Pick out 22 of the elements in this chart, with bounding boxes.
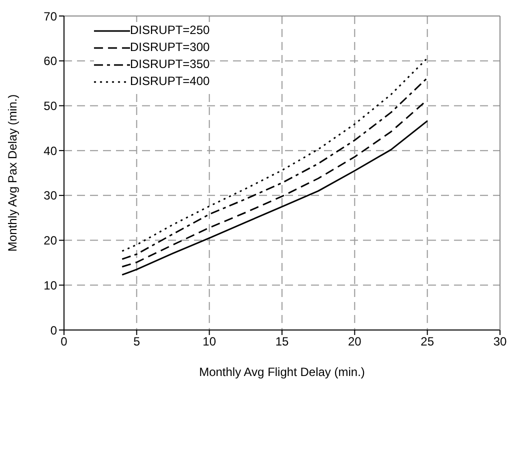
x-tick-label: 20 bbox=[348, 334, 362, 349]
y-tick-label: 50 bbox=[44, 98, 58, 113]
y-tick-label: 20 bbox=[44, 234, 58, 248]
legend-label: DISRUPT=250 bbox=[130, 22, 210, 39]
x-axis-title: Monthly Avg Flight Delay (min.) bbox=[199, 365, 365, 379]
y-tick-label: 40 bbox=[44, 144, 58, 158]
y-tick-label: 30 bbox=[44, 188, 58, 203]
y-tick-label: 0 bbox=[50, 323, 58, 338]
y-tick-label: 70 bbox=[44, 9, 58, 24]
y-tick-label: 10 bbox=[44, 278, 58, 292]
legend-label: DISRUPT=300 bbox=[130, 39, 210, 56]
y-axis-title: Monthly Avg Pax Delay (min.) bbox=[5, 94, 20, 252]
legend-label: DISRUPT=350 bbox=[130, 56, 210, 73]
x-tick-label: 15 bbox=[275, 334, 289, 349]
x-tick-label: 30 bbox=[493, 334, 507, 349]
x-tick-label: 25 bbox=[420, 334, 434, 349]
x-tick-label: 0 bbox=[60, 334, 68, 349]
x-tick-label: 10 bbox=[202, 334, 216, 349]
x-tick-label: 5 bbox=[133, 334, 140, 349]
y-tick-label: 60 bbox=[44, 54, 58, 68]
line-series bbox=[121, 120, 428, 276]
legend-label: DISRUPT=400 bbox=[130, 73, 210, 90]
